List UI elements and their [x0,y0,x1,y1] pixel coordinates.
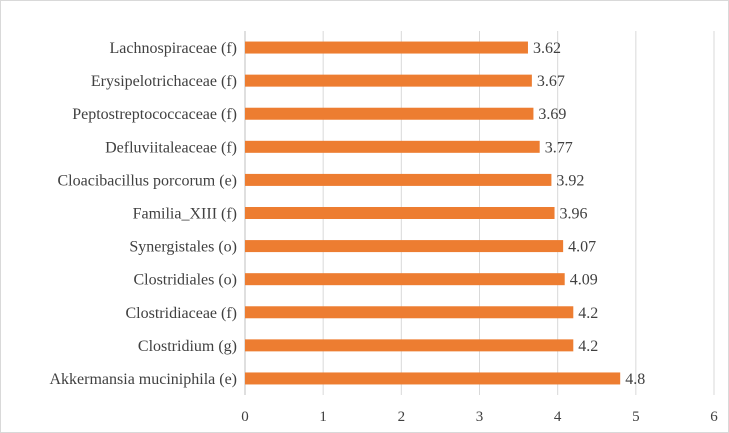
category-label-6: Cloacibacillus porcorum (e) [58,172,238,189]
category-label-10: Lachnospiraceae (f) [110,40,237,57]
data-label-2: 4.2 [578,305,598,322]
bars [245,41,621,385]
bar-7 [245,140,540,153]
category-label-5: Familia_XIII (f) [133,206,237,223]
bar-6 [245,173,552,186]
data-label-3: 4.09 [570,272,598,289]
data-label-8: 3.69 [538,106,566,123]
data-label-4: 4.07 [568,239,596,256]
category-label-4: Synergistales (o) [129,239,237,256]
category-label-2: Clostridiaceae (f) [126,305,238,322]
bar-2 [245,306,574,319]
x-tick-label-2: 2 [398,409,406,425]
data-label-9: 3.67 [537,73,565,90]
bar-9 [245,74,532,87]
x-tick-label-5: 5 [632,409,640,425]
data-label-0: 4.8 [625,371,645,388]
bar-3 [245,273,565,286]
bar-8 [245,107,534,120]
x-tick-label-3: 3 [476,409,484,425]
category-label-8: Peptostreptococcaceae (f) [72,106,237,123]
category-labels: Akkermansia muciniphila (e) Clostridium (… [50,40,238,388]
x-axis-tick-labels: 0 1 2 3 4 5 6 [241,409,718,425]
x-tick-label-0: 0 [241,409,249,425]
bar-4 [245,240,564,253]
bar-10 [245,41,528,54]
x-tick-label-6: 6 [710,409,718,425]
data-label-10: 3.62 [533,40,561,57]
data-label-7: 3.77 [545,139,573,156]
category-label-0: Akkermansia muciniphila (e) [50,371,238,388]
data-labels: 4.8 4.2 4.2 4.09 4.07 3.96 3.92 3.77 3.69 3.67 3.6… [533,40,645,388]
category-label-9: Erysipelotrichaceae (f) [91,73,237,90]
data-label-5: 3.96 [560,206,588,223]
bar-1 [245,339,574,352]
x-tick-label-1: 1 [319,409,327,425]
bar-0 [245,372,621,385]
category-label-3: Clostridiales (o) [133,272,237,289]
data-label-1: 4.2 [578,338,598,355]
data-label-6: 3.92 [556,172,584,189]
bar-5 [245,207,555,219]
category-label-1: Clostridium (g) [138,338,237,355]
category-label-7: Defluviitaleaceae (f) [105,139,237,156]
x-tick-label-4: 4 [554,409,562,425]
